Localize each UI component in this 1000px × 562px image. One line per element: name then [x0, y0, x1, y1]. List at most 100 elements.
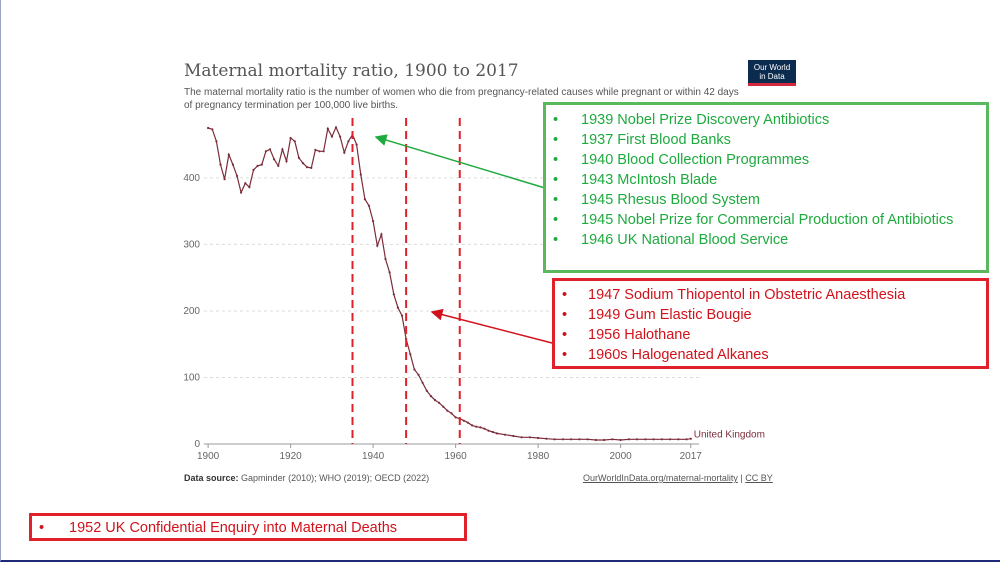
- data-point: [293, 140, 296, 143]
- data-point: [570, 438, 573, 441]
- data-point: [215, 140, 218, 143]
- data-point: [537, 436, 540, 440]
- source-link[interactable]: OurWorldInData.org/maternal-mortality: [583, 473, 738, 483]
- data-point: [392, 293, 395, 296]
- red-list-item: • 1956 Halothane: [555, 325, 986, 345]
- data-point: [260, 163, 263, 166]
- chart-subtitle: The maternal mortality ratio is the numb…: [184, 87, 739, 111]
- data-point: [528, 436, 532, 439]
- bullet-icon: •: [562, 307, 568, 323]
- bullet-icon: •: [553, 112, 559, 128]
- data-point: [627, 438, 631, 441]
- red-item-text: 1947 Sodium Thiopentol in Obstetric Anae…: [588, 287, 906, 303]
- data-point: [495, 432, 498, 435]
- data-point: [578, 438, 581, 441]
- owid-logo[interactable]: Our World in Data: [748, 60, 796, 86]
- x-tick-label: 2017: [680, 451, 703, 462]
- data-point: [413, 368, 416, 371]
- data-point: [281, 148, 284, 151]
- data-point: [545, 437, 548, 440]
- data-point: [619, 438, 622, 442]
- red-list: • 1947 Sodium Thiopentol in Obstetric Ana…: [555, 285, 986, 365]
- data-point: [227, 153, 230, 156]
- bullet-icon: •: [562, 327, 568, 343]
- data-point: [433, 399, 437, 402]
- x-tick-label: 1960: [445, 451, 468, 462]
- data-point: [421, 381, 424, 384]
- data-point: [689, 437, 692, 440]
- data-point: [652, 438, 655, 441]
- red-item-text: 1960s Halogenated Alkanes: [588, 347, 769, 363]
- data-point: [355, 143, 358, 146]
- data-point: [289, 136, 292, 140]
- bullet-icon: •: [562, 347, 568, 363]
- data-point: [512, 434, 515, 438]
- license-link[interactable]: CC BY: [745, 473, 773, 483]
- data-point: [273, 158, 276, 161]
- data-point: [603, 438, 606, 442]
- y-tick-label: 400: [183, 173, 200, 184]
- data-point: [268, 148, 272, 151]
- green-list-item: • 1945 Rhesus Blood System: [546, 190, 986, 210]
- data-point: [334, 126, 338, 129]
- data-point: [330, 135, 333, 138]
- data-point: [400, 314, 404, 317]
- data-source: Data source: Gapminder (2010); WHO (2019…: [184, 473, 429, 483]
- data-point: [462, 419, 465, 422]
- data-point: [314, 148, 317, 151]
- data-point: [384, 257, 387, 261]
- bottom-list-item: • 1952 UK Confidential Enquiry into Mater…: [32, 519, 464, 537]
- bullet-icon: •: [553, 172, 559, 188]
- red-arrow: [430, 308, 553, 344]
- data-point: [277, 164, 280, 167]
- data-point: [429, 395, 432, 398]
- data-point: [219, 163, 222, 166]
- data-point: [256, 164, 259, 167]
- data-source-text: Gapminder (2010); WHO (2019); OECD (2022…: [241, 473, 430, 483]
- red-item-text: 1949 Gum Elastic Bougie: [588, 307, 752, 323]
- data-point: [372, 220, 375, 223]
- data-point: [235, 174, 239, 177]
- data-point: [417, 373, 420, 376]
- x-tick-label: 1900: [197, 451, 220, 462]
- data-point: [376, 244, 379, 247]
- chart-title: Maternal mortality ratio, 1900 to 2017: [184, 61, 519, 81]
- source-link-group: OurWorldInData.org/maternal-mortality | …: [583, 473, 773, 483]
- data-point: [454, 416, 457, 419]
- data-point: [306, 166, 309, 169]
- x-tick-label: 2000: [610, 451, 633, 462]
- red-item-text: 1956 Halothane: [588, 327, 691, 343]
- y-tick-label: 200: [183, 306, 200, 317]
- data-point: [211, 128, 214, 131]
- data-point: [586, 438, 589, 441]
- bullet-icon: •: [39, 520, 45, 536]
- green-item-text: 1939 Nobel Prize Discovery Antibiotics: [581, 112, 830, 128]
- antibiotics-blood-box: • 1939 Nobel Prize Discovery Antibiotics …: [543, 102, 989, 273]
- red-list-item: • 1949 Gum Elastic Bougie: [555, 305, 986, 325]
- data-point: [466, 421, 470, 424]
- data-point: [504, 433, 507, 436]
- data-point: [339, 135, 342, 138]
- data-point: [252, 168, 255, 171]
- data-point: [301, 162, 305, 165]
- data-point: [475, 425, 478, 428]
- logo-line-2: in Data: [759, 72, 785, 81]
- green-list-item: • 1946 UK National Blood Service: [546, 230, 986, 250]
- x-tick-label: 1940: [362, 451, 385, 462]
- data-point: [450, 412, 453, 415]
- data-point: [240, 191, 243, 194]
- data-point: [471, 424, 474, 427]
- data-point: [669, 438, 672, 441]
- green-list-item: • 1943 McIntosh Blade: [546, 170, 986, 190]
- data-point: [487, 429, 490, 432]
- green-item-text: 1945 Rhesus Blood System: [581, 192, 760, 208]
- series-end-label: United Kingdom: [694, 430, 765, 441]
- red-list-item: • 1947 Sodium Thiopentol in Obstetric Ana…: [555, 285, 986, 305]
- axis-layer: 0 100 200 300 400 1900 1920 1940 1960 1980 2000 201…: [183, 173, 702, 462]
- bullet-icon: •: [553, 152, 559, 168]
- data-point: [347, 140, 350, 143]
- data-point: [343, 151, 346, 154]
- green-list-item: • 1939 Nobel Prize Discovery Antibiotics: [546, 110, 986, 130]
- bottom-item-text: 1952 UK Confidential Enquiry into Matern…: [69, 520, 398, 536]
